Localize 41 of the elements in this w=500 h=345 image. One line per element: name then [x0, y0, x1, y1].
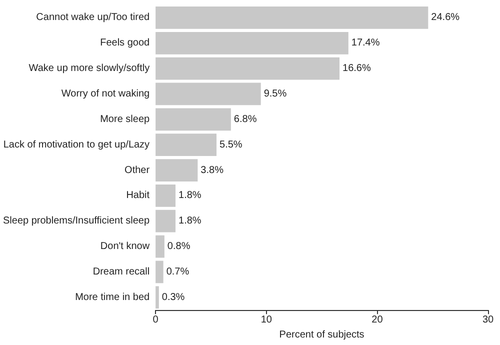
data-label: 1.8%	[178, 216, 202, 227]
bar	[156, 32, 348, 54]
data-label: 0.8%	[167, 241, 190, 252]
bar	[156, 159, 198, 182]
y-tick-label: Worry of not waking	[61, 88, 150, 100]
bar	[156, 210, 176, 232]
bar	[156, 82, 261, 106]
y-tick-label: Lack of motivation to get up/Lazy	[3, 139, 150, 150]
y-tick-label: Wake up more slowly/softly	[28, 63, 150, 74]
data-label: 24.6%	[431, 12, 460, 24]
y-tick-label: Cannot wake up/Too tired	[36, 12, 150, 24]
x-axis-title: Percent of subjects	[279, 330, 364, 340]
bar	[156, 108, 231, 131]
bar	[156, 286, 159, 309]
data-label: 9.5%	[264, 88, 287, 100]
y-tick-label: More time in bed	[75, 292, 150, 303]
data-label: 17.4%	[351, 38, 380, 49]
y-tick-label: Other	[124, 164, 150, 176]
bar	[156, 260, 164, 284]
bar	[156, 184, 176, 207]
y-tick-label: Feels good	[100, 38, 150, 49]
y-tick-label: Sleep problems/Insufficient sleep	[2, 216, 150, 227]
data-label: 5.5%	[220, 139, 242, 150]
y-tick-label: More sleep	[100, 114, 150, 125]
x-tick-label: 10	[260, 314, 272, 326]
y-tick-label: Habit	[126, 190, 150, 202]
data-label: 1.8%	[178, 190, 202, 202]
x-tick-label: 20	[372, 314, 384, 326]
bar	[156, 57, 340, 80]
data-label: 0.3%	[162, 292, 185, 303]
x-tick-label: 30	[482, 314, 494, 326]
x-tick-label: 0	[152, 314, 159, 326]
data-label: 6.8%	[234, 114, 257, 125]
data-label: 3.8%	[200, 164, 224, 176]
y-tick-label: Don't know	[100, 241, 150, 252]
data-label: 16.6%	[342, 63, 371, 74]
bar	[156, 235, 164, 258]
data-label: 0.7%	[166, 266, 190, 278]
y-tick-label: Dream recall	[92, 266, 150, 278]
bar	[156, 134, 217, 156]
bar	[156, 6, 428, 29]
